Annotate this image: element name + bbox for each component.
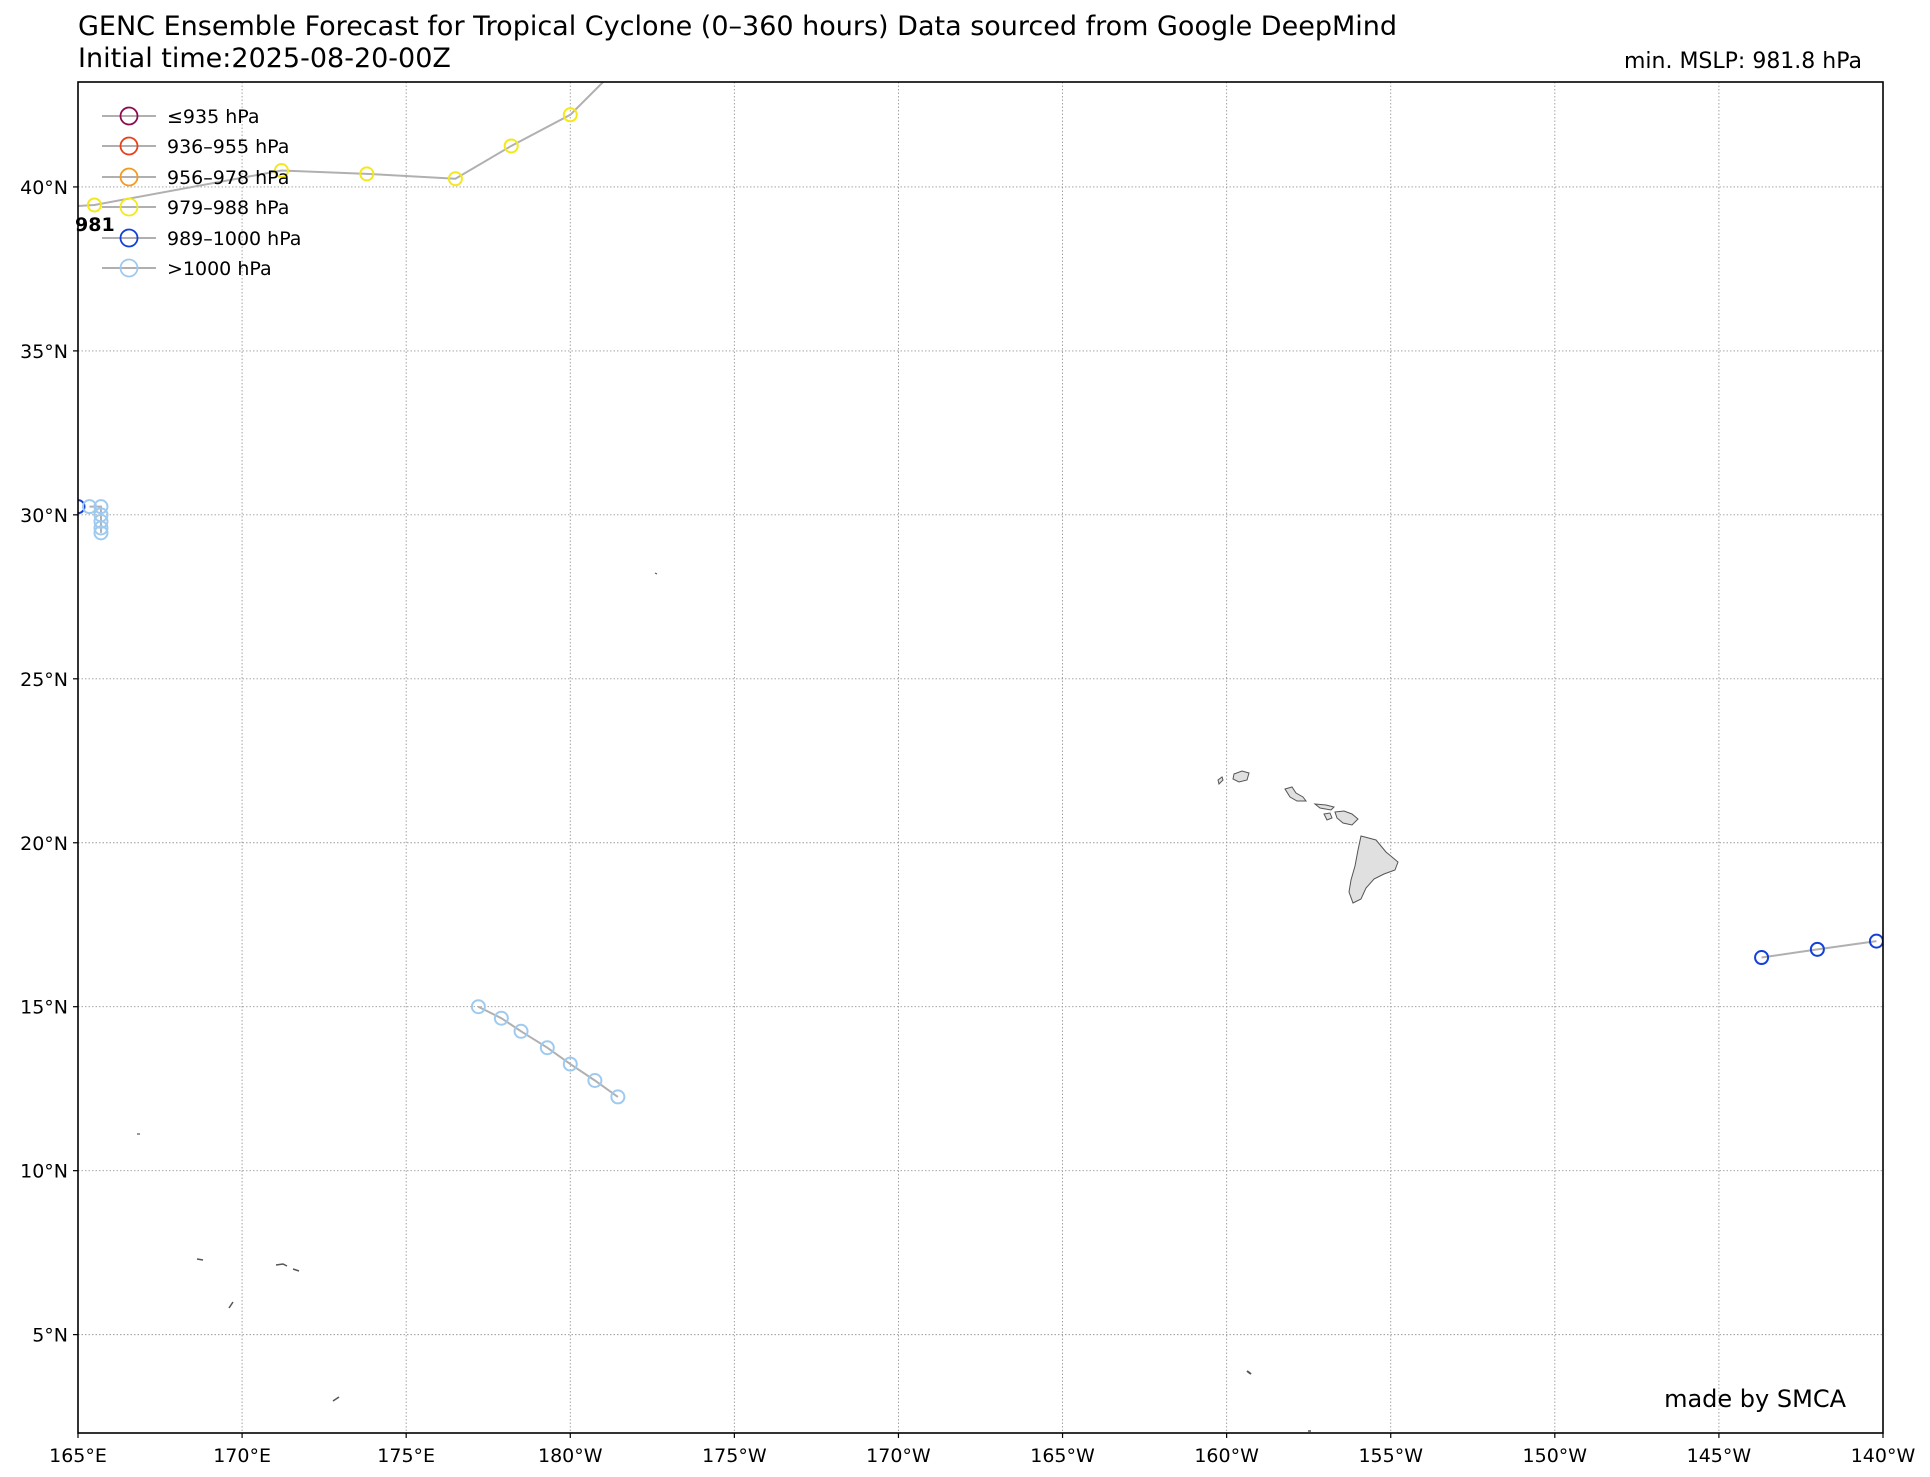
legend-entry-956-978: 956–978 hPa	[102, 167, 289, 189]
track-point	[562, 107, 578, 123]
legend-entry-979-988: 979–988 hPa	[102, 197, 289, 219]
x-tick-label: 170°W	[866, 1445, 931, 1467]
legend-marker	[119, 197, 139, 217]
legend-label: >1000 hPa	[167, 258, 272, 280]
y-tick-label: 25°N	[20, 669, 68, 691]
x-tick-label: 170°E	[213, 1445, 271, 1467]
legend-label: 989–1000 hPa	[167, 228, 301, 250]
atoll	[292, 1268, 300, 1272]
track-point	[447, 171, 463, 187]
atoll	[275, 1263, 288, 1267]
x-tick-label: 160°W	[1194, 1445, 1259, 1467]
track-point	[93, 513, 109, 529]
track-point	[539, 1040, 555, 1056]
x-tick-label: 165°E	[49, 1445, 107, 1467]
island-oahu	[1284, 786, 1307, 802]
y-tick-label: 20°N	[20, 833, 68, 855]
legend: ≤935 hPa 936–955 hPa 956–978 hPa 979–988…	[102, 106, 301, 280]
y-tick-label: 40°N	[20, 177, 68, 199]
track-line	[477, 1005, 619, 1098]
x-tick-label: 175°E	[377, 1445, 435, 1467]
credit-label: made by SMCA	[1664, 1385, 1846, 1413]
track-labels: 981	[75, 214, 115, 236]
track-point	[493, 1010, 509, 1026]
track-line	[1761, 940, 1877, 959]
legend-label: 936–955 hPa	[167, 136, 289, 158]
legend-entry-gt1000: >1000 hPa	[102, 258, 272, 280]
track-point	[503, 138, 519, 154]
track-point	[93, 499, 109, 515]
longitude-ticks: 165°E 170°E 175°E 180°W 175°W 170°W 165°W 160°W…	[49, 1433, 1915, 1467]
y-tick-label: 30°N	[20, 505, 68, 527]
island-kauai	[1232, 770, 1250, 783]
atoll	[1246, 1370, 1252, 1375]
track-point	[93, 520, 109, 536]
legend-entry-le935: ≤935 hPa	[102, 106, 260, 128]
x-tick-label: 165°W	[1030, 1445, 1095, 1467]
y-tick-label: 35°N	[20, 341, 68, 363]
map-background	[78, 82, 1883, 1433]
atoll	[654, 572, 658, 575]
latitude-ticks: 5°N 10°N 15°N 20°N 25°N 30°N 35°N 40°N	[20, 177, 78, 1347]
legend-marker	[119, 106, 139, 126]
legend-entry-989-1000: 989–1000 hPa	[102, 228, 301, 250]
y-tick-label: 5°N	[32, 1325, 68, 1347]
y-tick-label: 10°N	[20, 1161, 68, 1183]
track-point	[273, 163, 289, 179]
legend-marker	[119, 136, 139, 156]
island-big-island	[1348, 835, 1399, 904]
x-tick-label: 145°W	[1687, 1445, 1752, 1467]
map-frame	[77, 81, 1884, 1434]
legend-entry-936-955: 936–955 hPa	[102, 136, 289, 158]
x-tick-label: 180°W	[538, 1445, 603, 1467]
legend-label: 979–988 hPa	[167, 197, 289, 219]
track-point	[1809, 941, 1825, 957]
legend-marker	[119, 228, 139, 248]
atoll	[228, 1301, 234, 1309]
x-tick-label: 140°W	[1851, 1445, 1916, 1467]
y-tick-label: 15°N	[20, 997, 68, 1019]
initial-time: Initial time:2025-08-20-00Z	[78, 43, 451, 74]
gridlines	[78, 82, 1883, 1433]
track-point	[93, 525, 109, 541]
legend-label: ≤935 hPa	[167, 106, 260, 128]
track-point	[610, 1089, 626, 1105]
track-point	[587, 1072, 603, 1088]
island-molokai	[1313, 803, 1335, 811]
track-point	[81, 499, 97, 515]
track-point	[359, 166, 375, 182]
island-lanai	[1323, 812, 1333, 821]
island-niihau	[1217, 776, 1224, 785]
track-point	[513, 1023, 529, 1039]
track-point	[1754, 950, 1770, 966]
track-min-pressure-label: 981	[75, 214, 115, 236]
map-title: GENC Ensemble Forecast for Tropical Cycl…	[78, 11, 1398, 42]
land-masses	[137, 572, 1399, 1432]
legend-label: 956–978 hPa	[167, 167, 289, 189]
atoll	[196, 1258, 204, 1261]
cyclone-tracks	[78, 82, 1883, 1105]
track-point	[86, 197, 102, 213]
legend-marker	[119, 258, 139, 278]
atoll	[332, 1396, 340, 1402]
track-point	[562, 1056, 578, 1072]
x-tick-label: 150°W	[1523, 1445, 1588, 1467]
track-point	[470, 999, 486, 1015]
track-point	[78, 499, 86, 515]
island-maui	[1334, 810, 1359, 826]
x-tick-label: 175°W	[702, 1445, 767, 1467]
min-mslp-label: min. MSLP: 981.8 hPa	[1623, 49, 1862, 74]
legend-marker	[119, 167, 139, 187]
x-tick-label: 155°W	[1358, 1445, 1423, 1467]
